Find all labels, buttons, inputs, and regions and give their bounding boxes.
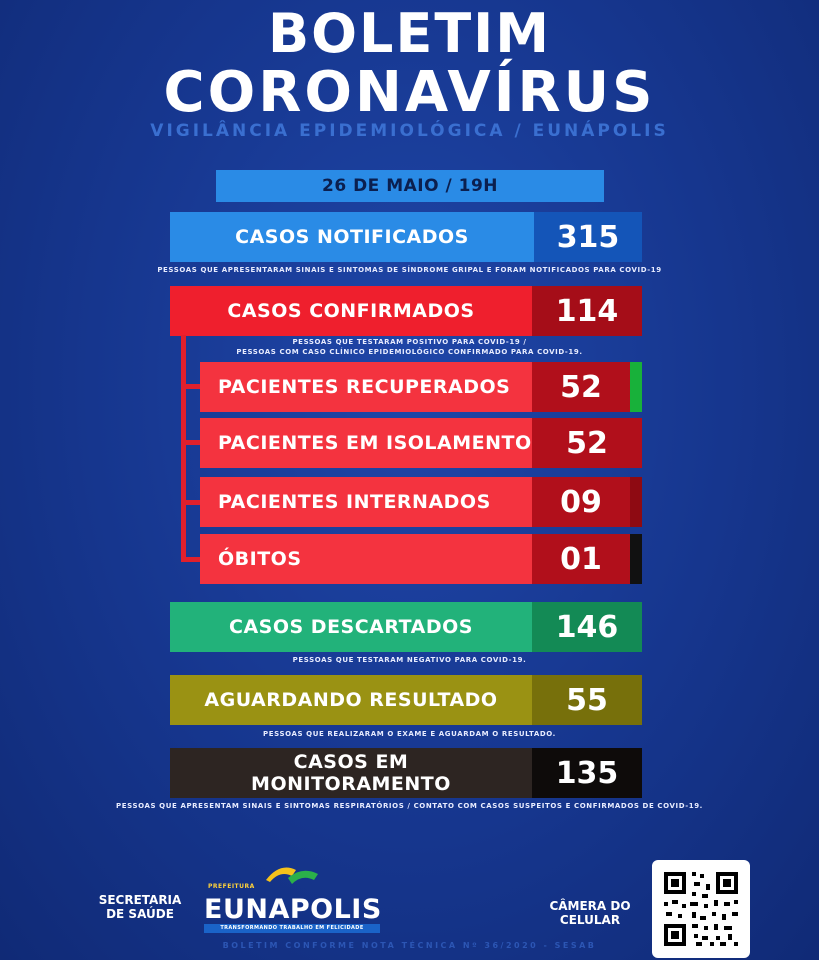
bracket-tick-4 [181, 557, 203, 562]
monitoramento-note: PESSOAS QUE APRESENTAM SINAIS E SINTOMAS… [116, 802, 703, 810]
camera-line1: CÂMERA DO [549, 899, 631, 913]
title-line-2: CORONAVÍRUS [163, 60, 656, 125]
recuperados-label: PACIENTES RECUPERADOS [200, 362, 532, 412]
isolamento-value: 52 [532, 418, 642, 468]
confirmados-note-2: PESSOAS COM CASO CLÍNICO EPIDEMIOLÓGICO … [236, 348, 583, 356]
recuperados-value: 52 [532, 362, 630, 412]
secretaria-text: SECRETARIA DE SAÚDE [90, 893, 190, 921]
monitoramento-value: 135 [532, 748, 642, 798]
qr-code-icon[interactable] [652, 860, 750, 958]
bracket-tick-2 [181, 440, 203, 445]
obitos-accent [630, 534, 642, 584]
internados-label: PACIENTES INTERNADOS [200, 477, 532, 527]
qr-code-graphic [664, 872, 738, 946]
aguardando-label: AGUARDANDO RESULTADO [170, 675, 532, 725]
subtitle: VIGILÂNCIA EPIDEMIOLÓGICA / EUNÁPOLIS [150, 121, 669, 141]
monitoramento-label-line2: MONITORAMENTO [251, 773, 451, 795]
aguardando-note: PESSOAS QUE REALIZARAM O EXAME E AGUARDA… [263, 730, 556, 738]
logo-tagline: TRANSFORMANDO TRABALHO EM FELICIDADE [204, 924, 380, 933]
date-banner: 26 DE MAIO / 19H [216, 170, 604, 202]
logo-name: EUNAPOLIS [204, 894, 382, 925]
notificados-row: CASOS NOTIFICADOS 315 [170, 212, 642, 262]
descartados-value: 146 [532, 602, 642, 652]
descartados-label: CASOS DESCARTADOS [170, 602, 532, 652]
camera-line2: CELULAR [559, 913, 621, 927]
aguardando-row: AGUARDANDO RESULTADO 55 [170, 675, 642, 725]
confirmados-row: CASOS CONFIRMADOS 114 [170, 286, 642, 336]
internados-value: 09 [532, 477, 630, 527]
bracket-line [181, 335, 186, 562]
confirmados-label: CASOS CONFIRMADOS [170, 286, 532, 336]
secretaria-line2: DE SAÚDE [106, 907, 174, 921]
obitos-label: ÓBITOS [200, 534, 532, 584]
confirmados-note-1: PESSOAS QUE TESTARAM POSITIVO PARA COVID… [292, 338, 527, 346]
notificados-value: 315 [534, 212, 642, 262]
monitoramento-label-line1: CASOS EM [293, 751, 409, 773]
internados-accent [630, 477, 642, 527]
footer-note: BOLETIM CONFORME NOTA TÉCNICA Nº 36/2020… [222, 941, 597, 950]
title-line-1: BOLETIM [267, 2, 552, 65]
notificados-label: CASOS NOTIFICADOS [170, 212, 534, 262]
confirmados-value: 114 [532, 286, 642, 336]
secretaria-line1: SECRETARIA [98, 893, 182, 907]
camera-text: CÂMERA DO CELULAR [540, 899, 640, 927]
obitos-row: ÓBITOS 01 [200, 534, 642, 584]
obitos-value: 01 [532, 534, 630, 584]
notificados-note: PESSOAS QUE APRESENTARAM SINAIS E SINTOM… [157, 266, 662, 274]
logo-prefix: PREFEITURA [208, 883, 255, 890]
internados-row: PACIENTES INTERNADOS 09 [200, 477, 642, 527]
isolamento-row: PACIENTES EM ISOLAMENTO 52 [200, 418, 642, 468]
descartados-row: CASOS DESCARTADOS 146 [170, 602, 642, 652]
recuperados-accent [630, 362, 642, 412]
bracket-tick-1 [181, 384, 203, 389]
bracket-tick-3 [181, 500, 203, 505]
monitoramento-row: CASOS EM MONITORAMENTO 135 [170, 748, 642, 798]
monitoramento-label: CASOS EM MONITORAMENTO [170, 748, 532, 798]
descartados-note: PESSOAS QUE TESTARAM NEGATIVO PARA COVID… [292, 656, 527, 664]
isolamento-label: PACIENTES EM ISOLAMENTO [200, 418, 532, 468]
eunapolis-logo: PREFEITURA EUNAPOLIS TRANSFORMANDO TRABA… [204, 867, 382, 934]
recuperados-row: PACIENTES RECUPERADOS 52 [200, 362, 642, 412]
logo-emblem-icon [266, 867, 318, 884]
aguardando-value: 55 [532, 675, 642, 725]
